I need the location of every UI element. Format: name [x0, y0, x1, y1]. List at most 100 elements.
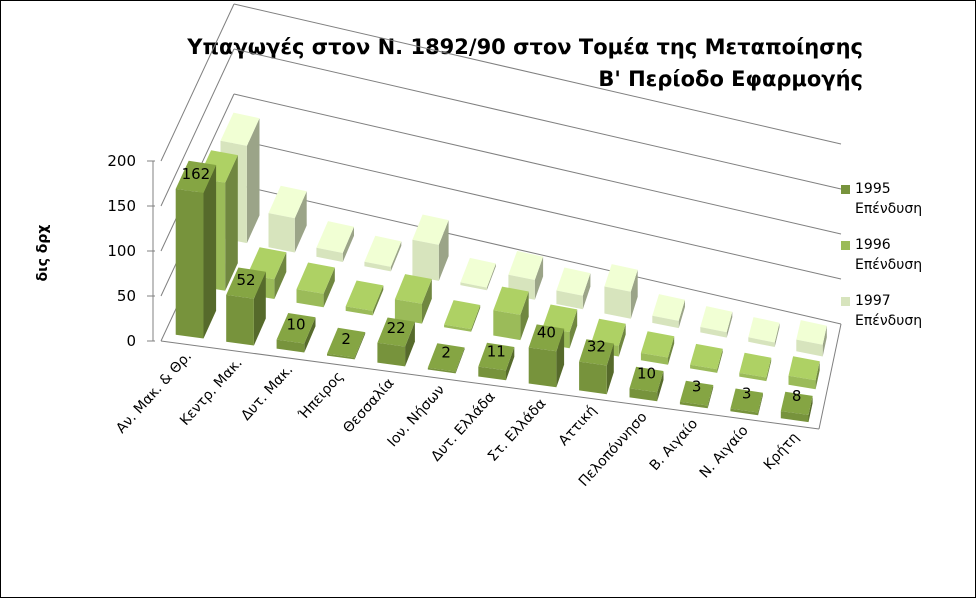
bar-front — [377, 342, 406, 367]
bar-side — [815, 361, 820, 390]
bar-top — [700, 306, 733, 333]
x-tick-label: Ιον. Νήσων — [385, 382, 449, 450]
bar-side — [657, 371, 664, 402]
bar-1995-6 — [478, 342, 515, 381]
floor-right-edge — [818, 323, 842, 430]
bar-side — [808, 395, 813, 423]
x-tick-label: Δυτ. Μακ. — [238, 362, 296, 424]
y-tick-label: 50 — [117, 287, 136, 305]
data-label: 3 — [742, 385, 752, 403]
bar-1997-11 — [748, 317, 780, 347]
bar-top — [796, 320, 827, 345]
bar-side — [582, 273, 591, 310]
bar-1995-7 — [528, 324, 565, 388]
y-tick-label: 150 — [107, 197, 136, 215]
bar-top — [345, 280, 384, 311]
bar-1995-12 — [780, 391, 813, 423]
bar-1995-0 — [175, 160, 217, 339]
legend-label-1995-year: 1995 — [855, 181, 891, 197]
bar-top — [412, 214, 449, 245]
bar-front — [276, 339, 305, 353]
bar-side — [225, 155, 238, 291]
grid-back-1 — [233, 138, 842, 280]
data-label: 11 — [487, 343, 506, 361]
data-label: 2 — [341, 330, 351, 348]
bar-side — [506, 347, 515, 381]
bar-side — [556, 328, 565, 388]
bar-top — [652, 294, 685, 321]
bar-1997-7 — [556, 267, 591, 310]
bar-front — [604, 286, 631, 319]
bar-side — [534, 256, 544, 300]
bar-side — [569, 309, 578, 349]
bar-1996-6 — [493, 286, 529, 341]
bar-side — [323, 267, 335, 308]
bar-1997-9 — [652, 294, 685, 329]
bar-front — [652, 315, 679, 329]
bar-top — [730, 388, 763, 413]
bar-front — [364, 261, 391, 272]
bar-top — [364, 235, 402, 267]
bar-top — [394, 274, 432, 304]
bar-front — [780, 411, 809, 423]
bar-side — [203, 165, 217, 339]
legend-label-1997-desc: Επένδυση — [855, 313, 923, 329]
bar-front — [296, 289, 324, 308]
bar-1995-8 — [579, 339, 614, 395]
legend-swatch-1997 — [841, 297, 850, 306]
bar-side — [246, 118, 260, 244]
bar-1996-3 — [345, 280, 384, 316]
bar-1996-12 — [788, 356, 820, 390]
bar-top — [493, 286, 529, 315]
bar-top — [268, 185, 307, 219]
bar-side — [405, 321, 415, 367]
bar-1997-4 — [412, 214, 449, 281]
bar-top — [444, 300, 481, 330]
bar-side — [304, 317, 316, 353]
bar-front — [579, 361, 607, 395]
bar-top — [579, 339, 614, 366]
bar-top — [296, 262, 335, 294]
data-label: 3 — [692, 378, 702, 396]
bar-front — [478, 366, 506, 381]
bar-front — [748, 337, 775, 347]
legend-swatch-1995 — [841, 185, 850, 194]
bar-side — [707, 385, 714, 409]
bar-side — [717, 348, 723, 373]
bar-1996-2 — [296, 262, 335, 308]
bar-top — [629, 366, 664, 393]
bar-top — [542, 304, 578, 333]
bar-side — [354, 332, 366, 360]
bar-top — [276, 313, 316, 344]
bar-front — [444, 324, 472, 332]
bar-top — [739, 352, 772, 378]
x-tick-label: Θεσσαλία — [340, 375, 397, 436]
bar-front — [556, 290, 583, 310]
bar-1996-4 — [394, 274, 432, 324]
bar-top — [748, 317, 780, 343]
bar-1997-8 — [604, 264, 638, 319]
bar-1995-9 — [629, 366, 664, 402]
bar-front — [679, 401, 708, 409]
bar-side — [486, 263, 496, 291]
bar-top — [460, 257, 496, 288]
bar-top — [175, 160, 217, 193]
bar-1997-1 — [268, 185, 307, 253]
bar-top — [591, 318, 626, 346]
bar-1995-3 — [327, 327, 366, 360]
legend-item-1996: 1996 Επένδυση — [841, 235, 961, 291]
bar-1997-5 — [460, 257, 496, 291]
bar-side — [774, 322, 780, 347]
bar-1996-11 — [739, 352, 772, 382]
bar-side — [668, 336, 675, 365]
bar-side — [342, 226, 354, 262]
bar-front — [528, 347, 557, 388]
bar-side — [422, 279, 432, 324]
bar-1996-5 — [444, 300, 481, 332]
bar-front — [730, 408, 759, 416]
legend-item-1997: 1997 Επένδυση — [841, 291, 961, 347]
bar-top — [788, 356, 820, 381]
bar-side — [274, 252, 287, 299]
chart-legend: 1995 Επένδυση 1996 Επένδυση 1997 Επένδυσ… — [841, 179, 961, 347]
